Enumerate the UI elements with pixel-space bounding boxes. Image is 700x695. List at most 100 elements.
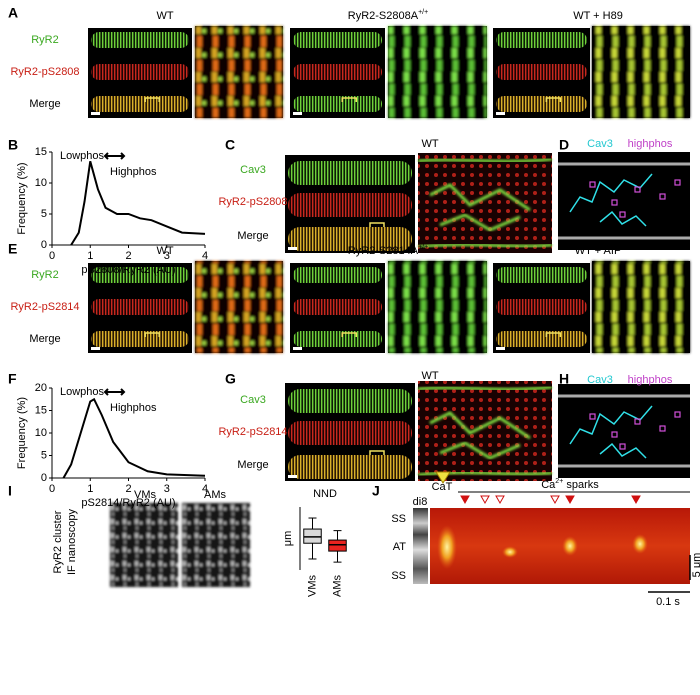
side-label: IF nanoscopy (66, 508, 78, 575)
region-label: SS (391, 513, 406, 525)
x-tick-label: 4 (202, 483, 208, 495)
image-part (589, 413, 596, 420)
image-part (417, 471, 553, 477)
image-part (611, 431, 618, 438)
x-tick-label: 3 (164, 483, 170, 495)
x-tick-label: 4 (202, 250, 208, 262)
panel-label: E (8, 241, 17, 257)
image-title: AMs (204, 489, 227, 501)
image-part (195, 261, 283, 353)
row-label: RyR2-pS2808 (10, 66, 79, 78)
y-tick-label: 5 (41, 449, 47, 461)
image-part (293, 64, 382, 80)
y-axis-label: μm (282, 531, 294, 547)
panel-title: RyR2-S2814A+/+ (348, 244, 428, 257)
image-part (91, 299, 189, 315)
annotation: Lowphos (60, 150, 105, 162)
panel-label: F (8, 371, 17, 387)
image-part (496, 267, 587, 283)
image-part (558, 152, 690, 250)
chart-title: NND (313, 488, 337, 500)
panel-label: C (225, 137, 235, 153)
image-part (110, 503, 178, 587)
sparks-sup: 2+ (555, 478, 563, 485)
image-part (182, 503, 250, 587)
image-part (634, 186, 641, 193)
image-part (496, 112, 505, 115)
title-sup: +/+ (418, 9, 428, 16)
image-part (496, 347, 505, 350)
x-tick-label: 2 (125, 250, 131, 262)
image-part (558, 162, 690, 240)
image-part (545, 97, 562, 102)
box (328, 539, 347, 552)
panel-label: D (559, 137, 569, 153)
region-label: SS (391, 570, 406, 582)
image-part (619, 443, 626, 450)
scale-label: 0.1 s (656, 596, 680, 608)
cat-label: CaT (432, 481, 453, 493)
image-part (341, 332, 357, 337)
panel-title: WT (156, 10, 173, 22)
y-tick-label: 0 (41, 239, 47, 251)
image-part (480, 495, 490, 505)
image-part (418, 381, 552, 481)
x-tick-label: 2 (125, 483, 131, 495)
x-tick-label: 3 (164, 250, 170, 262)
row-label: Merge (237, 230, 268, 242)
title-text: RyR2-S2808A (348, 10, 419, 22)
image-part (632, 534, 648, 554)
line (62, 397, 206, 479)
title-sup: +/+ (418, 244, 428, 251)
image-part (91, 331, 189, 347)
image-part (288, 161, 412, 185)
side-label: RyR2 cluster (52, 510, 64, 573)
legend-text: highphos (628, 374, 673, 386)
image-part (144, 332, 160, 337)
image-part (288, 193, 412, 217)
row-label: RyR2 (31, 269, 59, 281)
panel-title: WT (156, 245, 173, 257)
image-part (439, 441, 521, 460)
legend-text: Cav3 (587, 138, 613, 150)
image-part (91, 267, 189, 283)
images (88, 26, 691, 593)
panel-label: G (225, 371, 236, 387)
image-part (565, 495, 575, 505)
image-part (91, 347, 100, 350)
y-axis-label: Frequency (%) (16, 162, 28, 234)
title-text: RyR2-S2814A (348, 245, 419, 257)
image-part (589, 181, 596, 188)
image-part (91, 96, 189, 112)
image-part (496, 64, 587, 80)
image-part (288, 455, 412, 479)
image-part (369, 222, 385, 227)
image-part (195, 26, 283, 118)
image-part (496, 299, 587, 315)
panel-label: I (8, 483, 12, 499)
arrow (103, 152, 126, 160)
row-label: RyR2 (31, 34, 59, 46)
image-part (293, 347, 302, 350)
image-part (288, 421, 412, 445)
box (303, 528, 322, 544)
y-tick-label: 15 (35, 146, 47, 158)
y-tick-label: 15 (35, 404, 47, 416)
legend-text: highphos (628, 138, 673, 150)
image-part (631, 495, 641, 505)
image-part (288, 247, 297, 250)
y-tick-label: 10 (35, 177, 47, 189)
x-axis-label: pS2814/RyR2 (AU) (81, 497, 175, 509)
image-part (144, 97, 160, 102)
image-part (293, 32, 382, 48)
image-part (437, 525, 457, 569)
y-tick-label: 10 (35, 427, 47, 439)
image-part (429, 411, 531, 440)
panel-title: WT (421, 138, 438, 150)
row-label: RyR2-pS2814 (10, 301, 79, 313)
x-tick-label: 0 (49, 250, 55, 262)
image-part (545, 332, 562, 337)
image-part (388, 261, 487, 353)
image-part (592, 26, 690, 118)
row-label: Cav3 (240, 164, 266, 176)
